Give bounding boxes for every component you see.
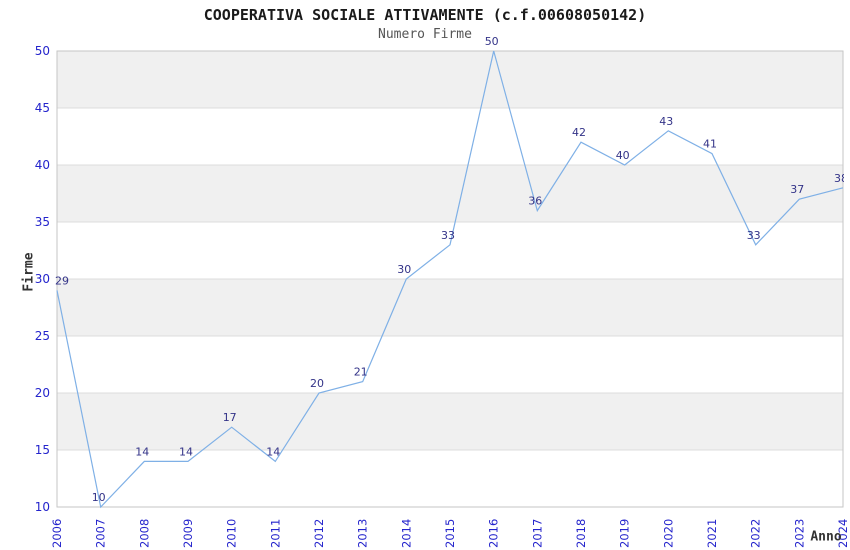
- svg-text:33: 33: [747, 229, 761, 242]
- svg-text:30: 30: [35, 272, 50, 286]
- svg-text:40: 40: [616, 149, 630, 162]
- svg-text:2019: 2019: [618, 519, 632, 548]
- svg-text:21: 21: [354, 366, 368, 379]
- svg-text:50: 50: [35, 44, 50, 58]
- svg-text:29: 29: [55, 274, 69, 287]
- svg-text:20: 20: [35, 386, 50, 400]
- svg-text:2024: 2024: [836, 519, 850, 548]
- svg-text:2010: 2010: [225, 519, 239, 548]
- svg-text:25: 25: [35, 329, 50, 343]
- svg-text:2016: 2016: [487, 519, 501, 548]
- svg-text:45: 45: [35, 101, 50, 115]
- svg-text:41: 41: [703, 138, 717, 151]
- svg-text:2012: 2012: [312, 519, 326, 548]
- svg-text:37: 37: [790, 183, 804, 196]
- svg-text:2007: 2007: [94, 519, 108, 548]
- svg-text:2015: 2015: [443, 519, 457, 548]
- svg-text:2006: 2006: [50, 519, 64, 548]
- svg-text:14: 14: [179, 445, 193, 458]
- x-axis-title: Anno: [810, 529, 842, 545]
- svg-text:2011: 2011: [268, 519, 282, 548]
- svg-text:2020: 2020: [661, 519, 675, 548]
- svg-text:10: 10: [35, 500, 50, 514]
- svg-text:14: 14: [266, 445, 280, 458]
- svg-text:2008: 2008: [137, 519, 151, 548]
- chart-title: COOPERATIVA SOCIALE ATTIVAMENTE (c.f.006…: [203, 6, 647, 24]
- svg-text:20: 20: [310, 377, 324, 390]
- svg-text:2023: 2023: [792, 519, 806, 548]
- chart-subtitle: Numero Firme: [378, 27, 472, 42]
- svg-text:2009: 2009: [181, 519, 195, 548]
- svg-text:15: 15: [35, 443, 50, 457]
- svg-text:33: 33: [441, 229, 455, 242]
- svg-text:2017: 2017: [530, 519, 544, 548]
- svg-text:36: 36: [528, 195, 542, 208]
- svg-text:2022: 2022: [749, 519, 763, 548]
- svg-text:2018: 2018: [574, 519, 588, 548]
- svg-text:14: 14: [135, 445, 149, 458]
- svg-text:17: 17: [223, 411, 237, 424]
- svg-text:2021: 2021: [705, 519, 719, 548]
- svg-text:40: 40: [35, 158, 50, 172]
- svg-text:10: 10: [92, 491, 106, 504]
- svg-text:43: 43: [659, 115, 673, 128]
- svg-text:2013: 2013: [356, 519, 370, 548]
- svg-text:2014: 2014: [399, 519, 413, 548]
- svg-text:35: 35: [35, 215, 50, 229]
- svg-text:50: 50: [485, 35, 499, 48]
- svg-text:30: 30: [397, 263, 411, 276]
- svg-text:38: 38: [834, 172, 848, 185]
- svg-text:42: 42: [572, 126, 586, 139]
